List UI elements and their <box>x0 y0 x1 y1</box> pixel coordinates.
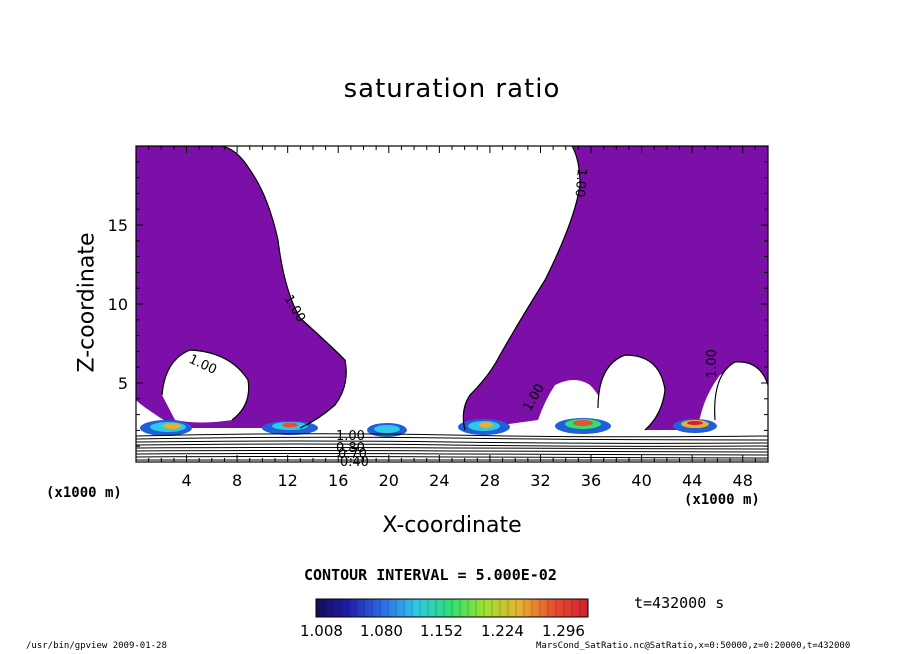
colorbar-tick-label: 1.296 <box>542 622 585 640</box>
x-tick-label: 4 <box>181 471 191 490</box>
y-tick-label: 5 <box>118 374 128 393</box>
colorbar-tick-label: 1.224 <box>481 622 524 640</box>
footer-right: MarsCond_SatRatio.nc@SatRatio,x=0:50000,… <box>536 641 851 651</box>
x-tick-label: 20 <box>379 471 399 490</box>
x-tick-label: 44 <box>682 471 702 490</box>
x-tick-label: 40 <box>631 471 651 490</box>
footer-left: /usr/bin/gpview 2009-01-28 <box>26 641 167 651</box>
contour-interval: CONTOUR INTERVAL = 5.000E-02 <box>304 566 557 584</box>
x-tick-label: 28 <box>480 471 500 490</box>
x-axis-label-text: X-coordinate <box>382 513 522 538</box>
x-tick-label: 16 <box>328 471 348 490</box>
unsaturated-pocket-right-1 <box>598 355 665 430</box>
colorbar-tick-label: 1.152 <box>420 622 463 640</box>
y-tick-label: 15 <box>108 216 128 235</box>
y-tick-label: 10 <box>108 295 128 314</box>
contour-label: 1.00 <box>336 429 365 444</box>
colorbar-stripes <box>323 599 581 617</box>
colorbar-tick-label: 1.008 <box>300 622 343 640</box>
contour-label: 1.00 <box>705 349 720 378</box>
colorbar <box>315 598 589 618</box>
chart-title: saturation ratio <box>343 74 561 104</box>
x-unit-label-right: (x1000 m) <box>684 492 760 508</box>
x-tick-label: 24 <box>429 471 449 490</box>
x-axis-label: X-coordinate <box>0 513 904 538</box>
x-axis: 4 8 12 16 20 24 28 32 36 40 44 48 <box>135 146 769 490</box>
contour-lines <box>136 433 768 461</box>
x-tick-label: 48 <box>733 471 753 490</box>
contour-label: 1.00 <box>571 168 588 198</box>
x-unit-label-left: (x1000 m) <box>46 485 122 501</box>
unsaturated-pocket-left <box>162 350 249 423</box>
y-axis: 5 10 15 <box>108 145 768 463</box>
colorbar-tick-label: 1.080 <box>360 622 403 640</box>
x-tick-label: 12 <box>278 471 298 490</box>
time-label: t=432000 s <box>634 594 725 612</box>
x-tick-label: 32 <box>530 471 550 490</box>
contour-label: 0.80 <box>336 441 365 456</box>
x-tick-label: 8 <box>232 471 242 490</box>
supersaturated-region-right <box>463 146 768 430</box>
unsaturated-pocket-right-2 <box>714 361 768 430</box>
contour-label: 0.70 <box>338 447 367 462</box>
y-axis-label: Z-coordinate <box>74 232 100 373</box>
x-tick-label: 36 <box>581 471 601 490</box>
